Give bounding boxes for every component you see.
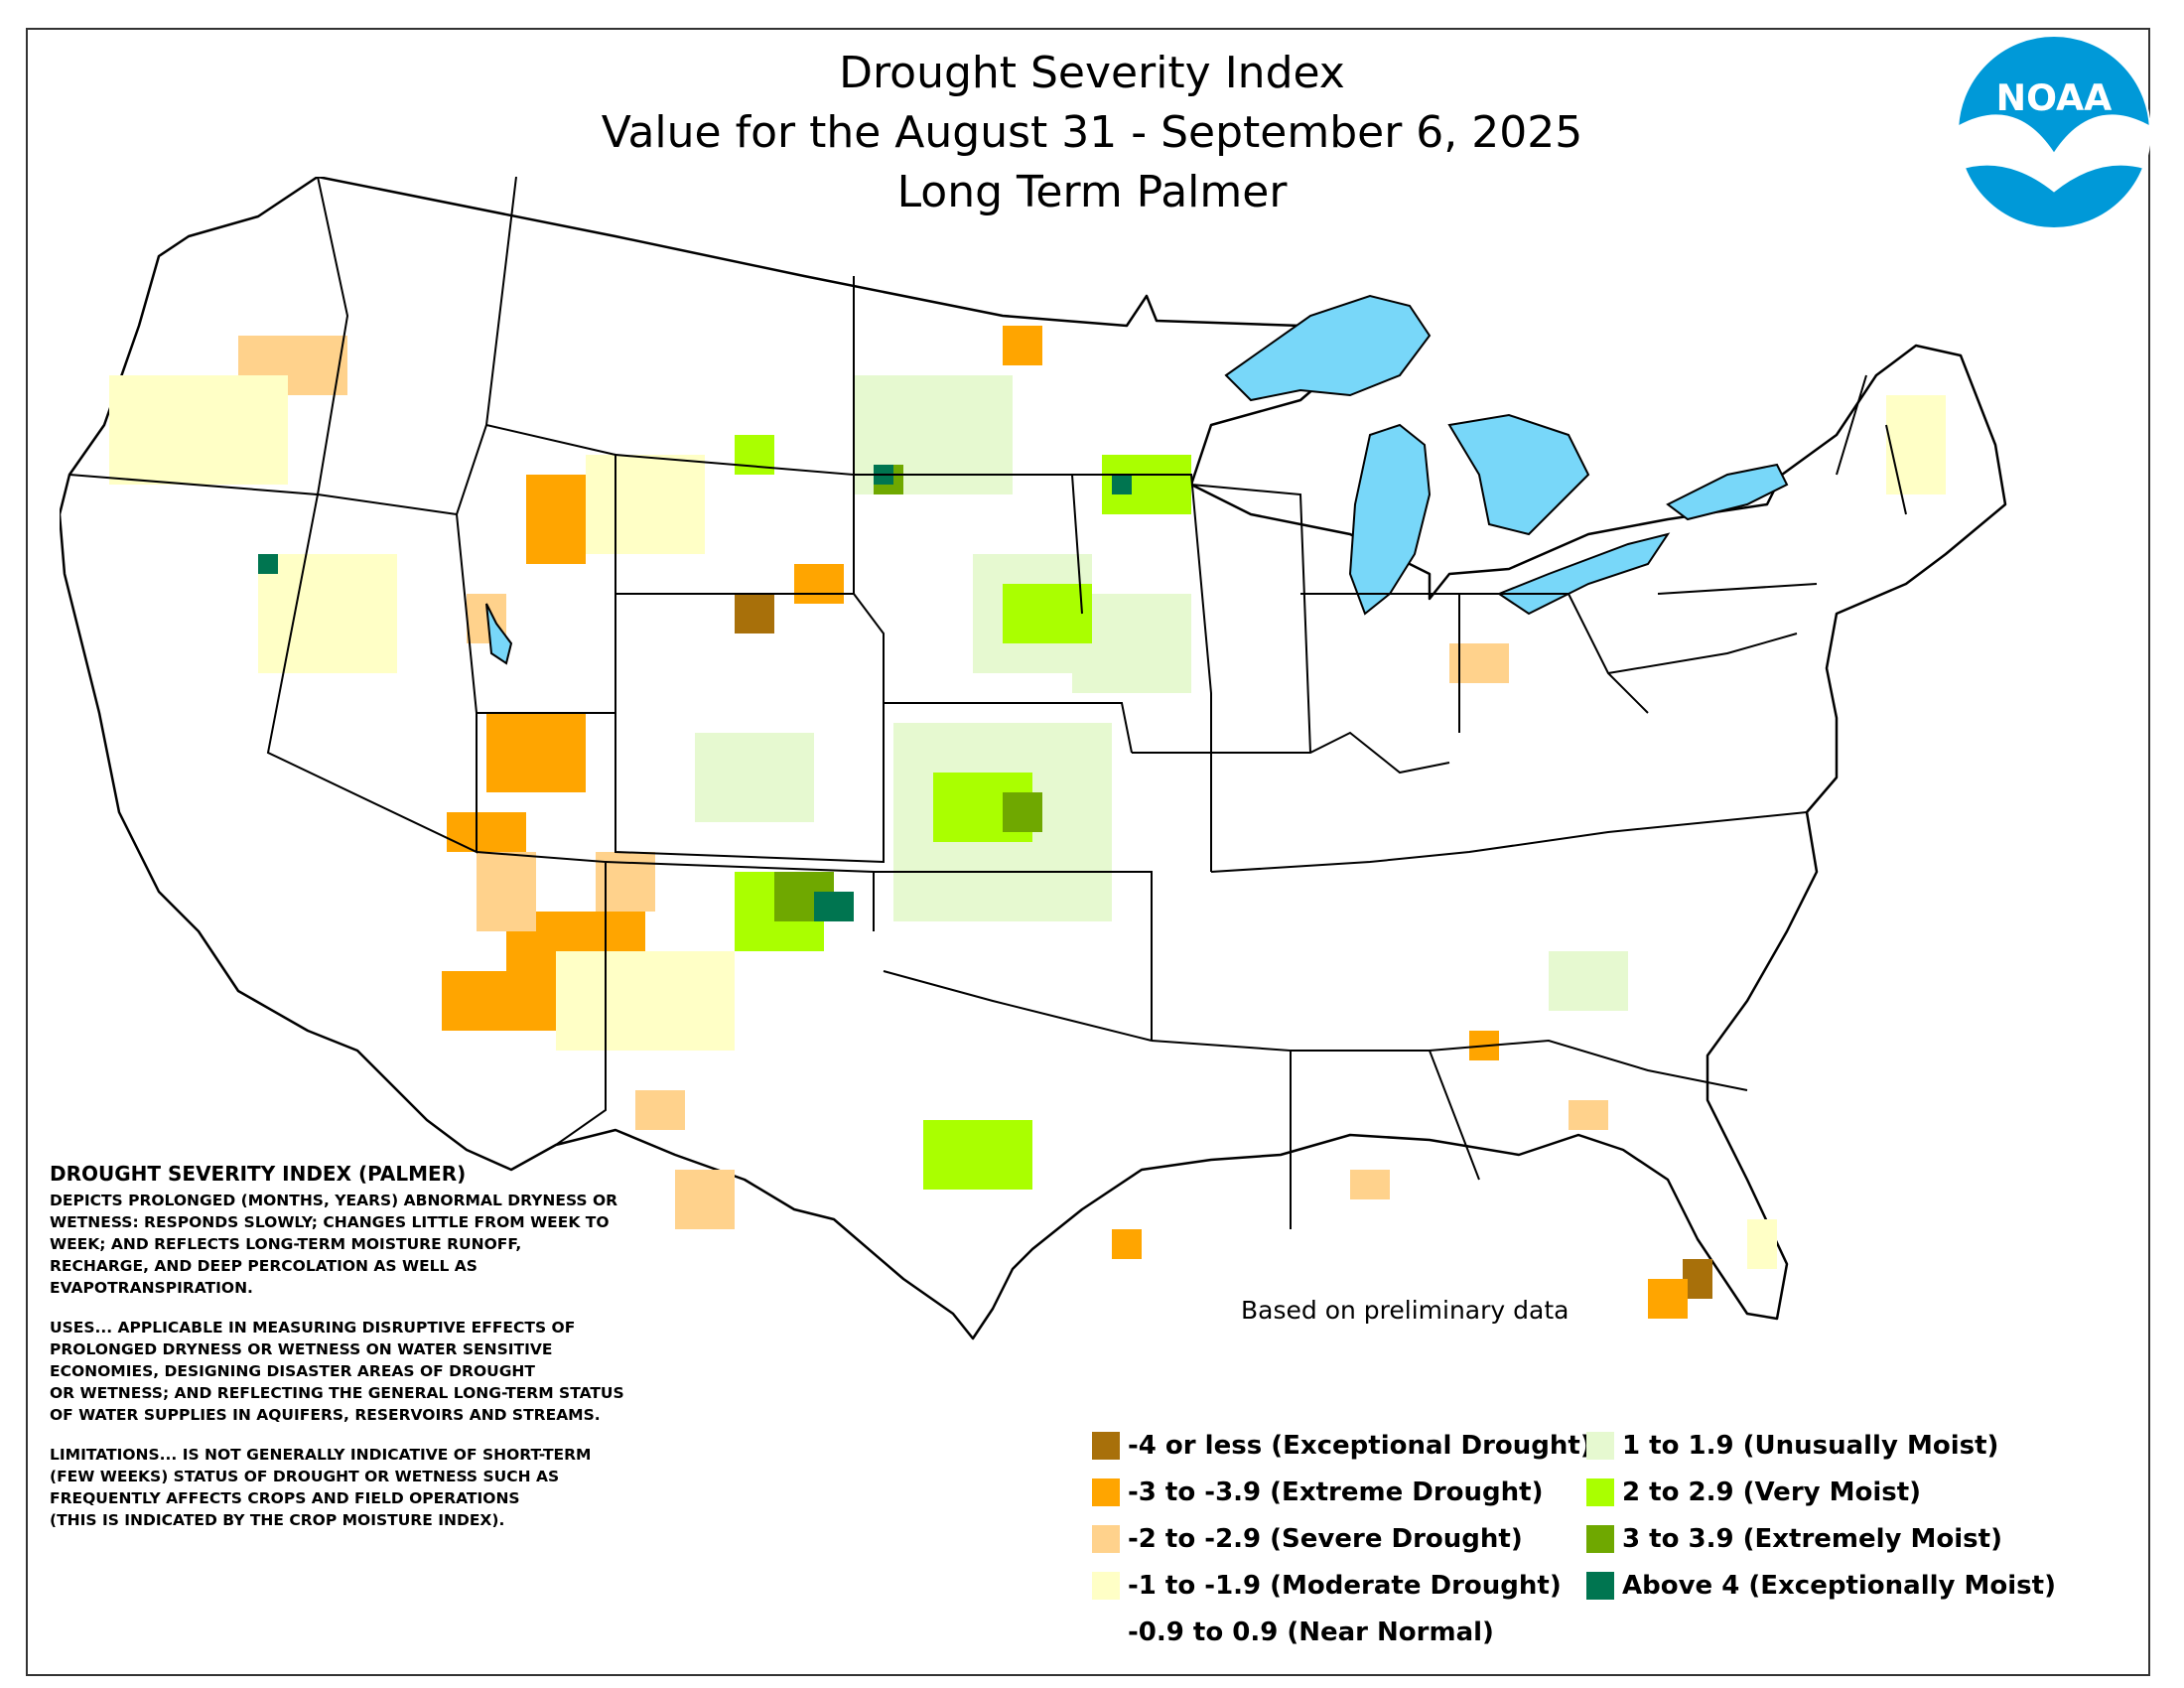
- preliminary-data-note: Based on preliminary data: [1241, 1296, 1570, 1325]
- legend-swatch: [1092, 1525, 1120, 1553]
- lake-ontario: [1666, 463, 1789, 521]
- title-line-1: Drought Severity Index: [839, 48, 1345, 98]
- title-line-2: Value for the August 31 - September 6, 2…: [601, 107, 1583, 158]
- limitations-paragraph: LIMITATIONS... IS NOT GENERALLY INDICATI…: [50, 1446, 592, 1529]
- legend-swatch: [1092, 1432, 1120, 1460]
- index-patches: [109, 326, 1946, 1319]
- legend-label: 3 to 3.9 (Extremely Moist): [1622, 1524, 2002, 1554]
- legend-item-moderate-drought: -1 to -1.9 (Moderate Drought): [1092, 1566, 1562, 1606]
- description-paragraph: DEPICTS PROLONGED (MONTHS, YEARS) ABNORM…: [50, 1192, 618, 1297]
- description-heading: DROUGHT SEVERITY INDEX (PALMER): [50, 1162, 467, 1186]
- legend-swatch: [1586, 1432, 1614, 1460]
- state-boundaries: [68, 177, 1907, 1229]
- legend-item-exceptional-drought: -4 or less (Exceptional Drought): [1092, 1426, 1592, 1466]
- moderate-drought-patches: [109, 375, 1946, 1269]
- legend-item-exceptionally-moist: Above 4 (Exceptionally Moist): [1586, 1566, 2056, 1606]
- legend-swatch: [1586, 1478, 1614, 1506]
- legend-swatch: [1586, 1525, 1614, 1553]
- uses-paragraph: USES... APPLICABLE IN MEASURING DISRUPTI…: [50, 1319, 624, 1424]
- great-salt-lake: [485, 603, 513, 665]
- title-line-3: Long Term Palmer: [896, 167, 1288, 217]
- lake-superior: [1224, 294, 1432, 402]
- legend-swatch: [1092, 1618, 1120, 1646]
- legend-item-severe-drought: -2 to -2.9 (Severe Drought): [1092, 1519, 1523, 1559]
- lakes: [485, 294, 1789, 665]
- legend-swatch: [1092, 1478, 1120, 1506]
- noaa-logo-text: NOAA: [1996, 76, 2113, 119]
- legend-item-very-moist: 2 to 2.9 (Very Moist): [1586, 1473, 1921, 1512]
- legend-label: Above 4 (Exceptionally Moist): [1622, 1571, 2056, 1601]
- legend-item-extreme-drought: -3 to -3.9 (Extreme Drought): [1092, 1473, 1543, 1512]
- legend-item-extremely-moist: 3 to 3.9 (Extremely Moist): [1586, 1519, 2002, 1559]
- lake-huron: [1447, 413, 1590, 536]
- legend-label: 1 to 1.9 (Unusually Moist): [1622, 1431, 1999, 1461]
- legend-label: -2 to -2.9 (Severe Drought): [1128, 1524, 1523, 1554]
- legend-label: -3 to -3.9 (Extreme Drought): [1128, 1477, 1544, 1507]
- legend-label: -0.9 to 0.9 (Near Normal): [1128, 1618, 1494, 1647]
- legend-swatch: [1586, 1572, 1614, 1600]
- description-panel: DROUGHT SEVERITY INDEX (PALMER) DEPICTS …: [50, 1162, 725, 1549]
- legend-label: -4 or less (Exceptional Drought): [1128, 1431, 1592, 1461]
- noaa-logo-icon: NOAA: [1957, 35, 2151, 229]
- legend-label: -1 to -1.9 (Moderate Drought): [1128, 1571, 1562, 1601]
- legend-label: 2 to 2.9 (Very Moist): [1622, 1477, 1922, 1507]
- legend-swatch: [1092, 1572, 1120, 1600]
- lake-michigan: [1348, 423, 1432, 616]
- legend-item-unusually-moist: 1 to 1.9 (Unusually Moist): [1586, 1426, 1998, 1466]
- drought-map: [60, 177, 2007, 1340]
- legend-item-near-normal: -0.9 to 0.9 (Near Normal): [1092, 1613, 1494, 1652]
- exceptionally-moist-patches: [258, 465, 1132, 921]
